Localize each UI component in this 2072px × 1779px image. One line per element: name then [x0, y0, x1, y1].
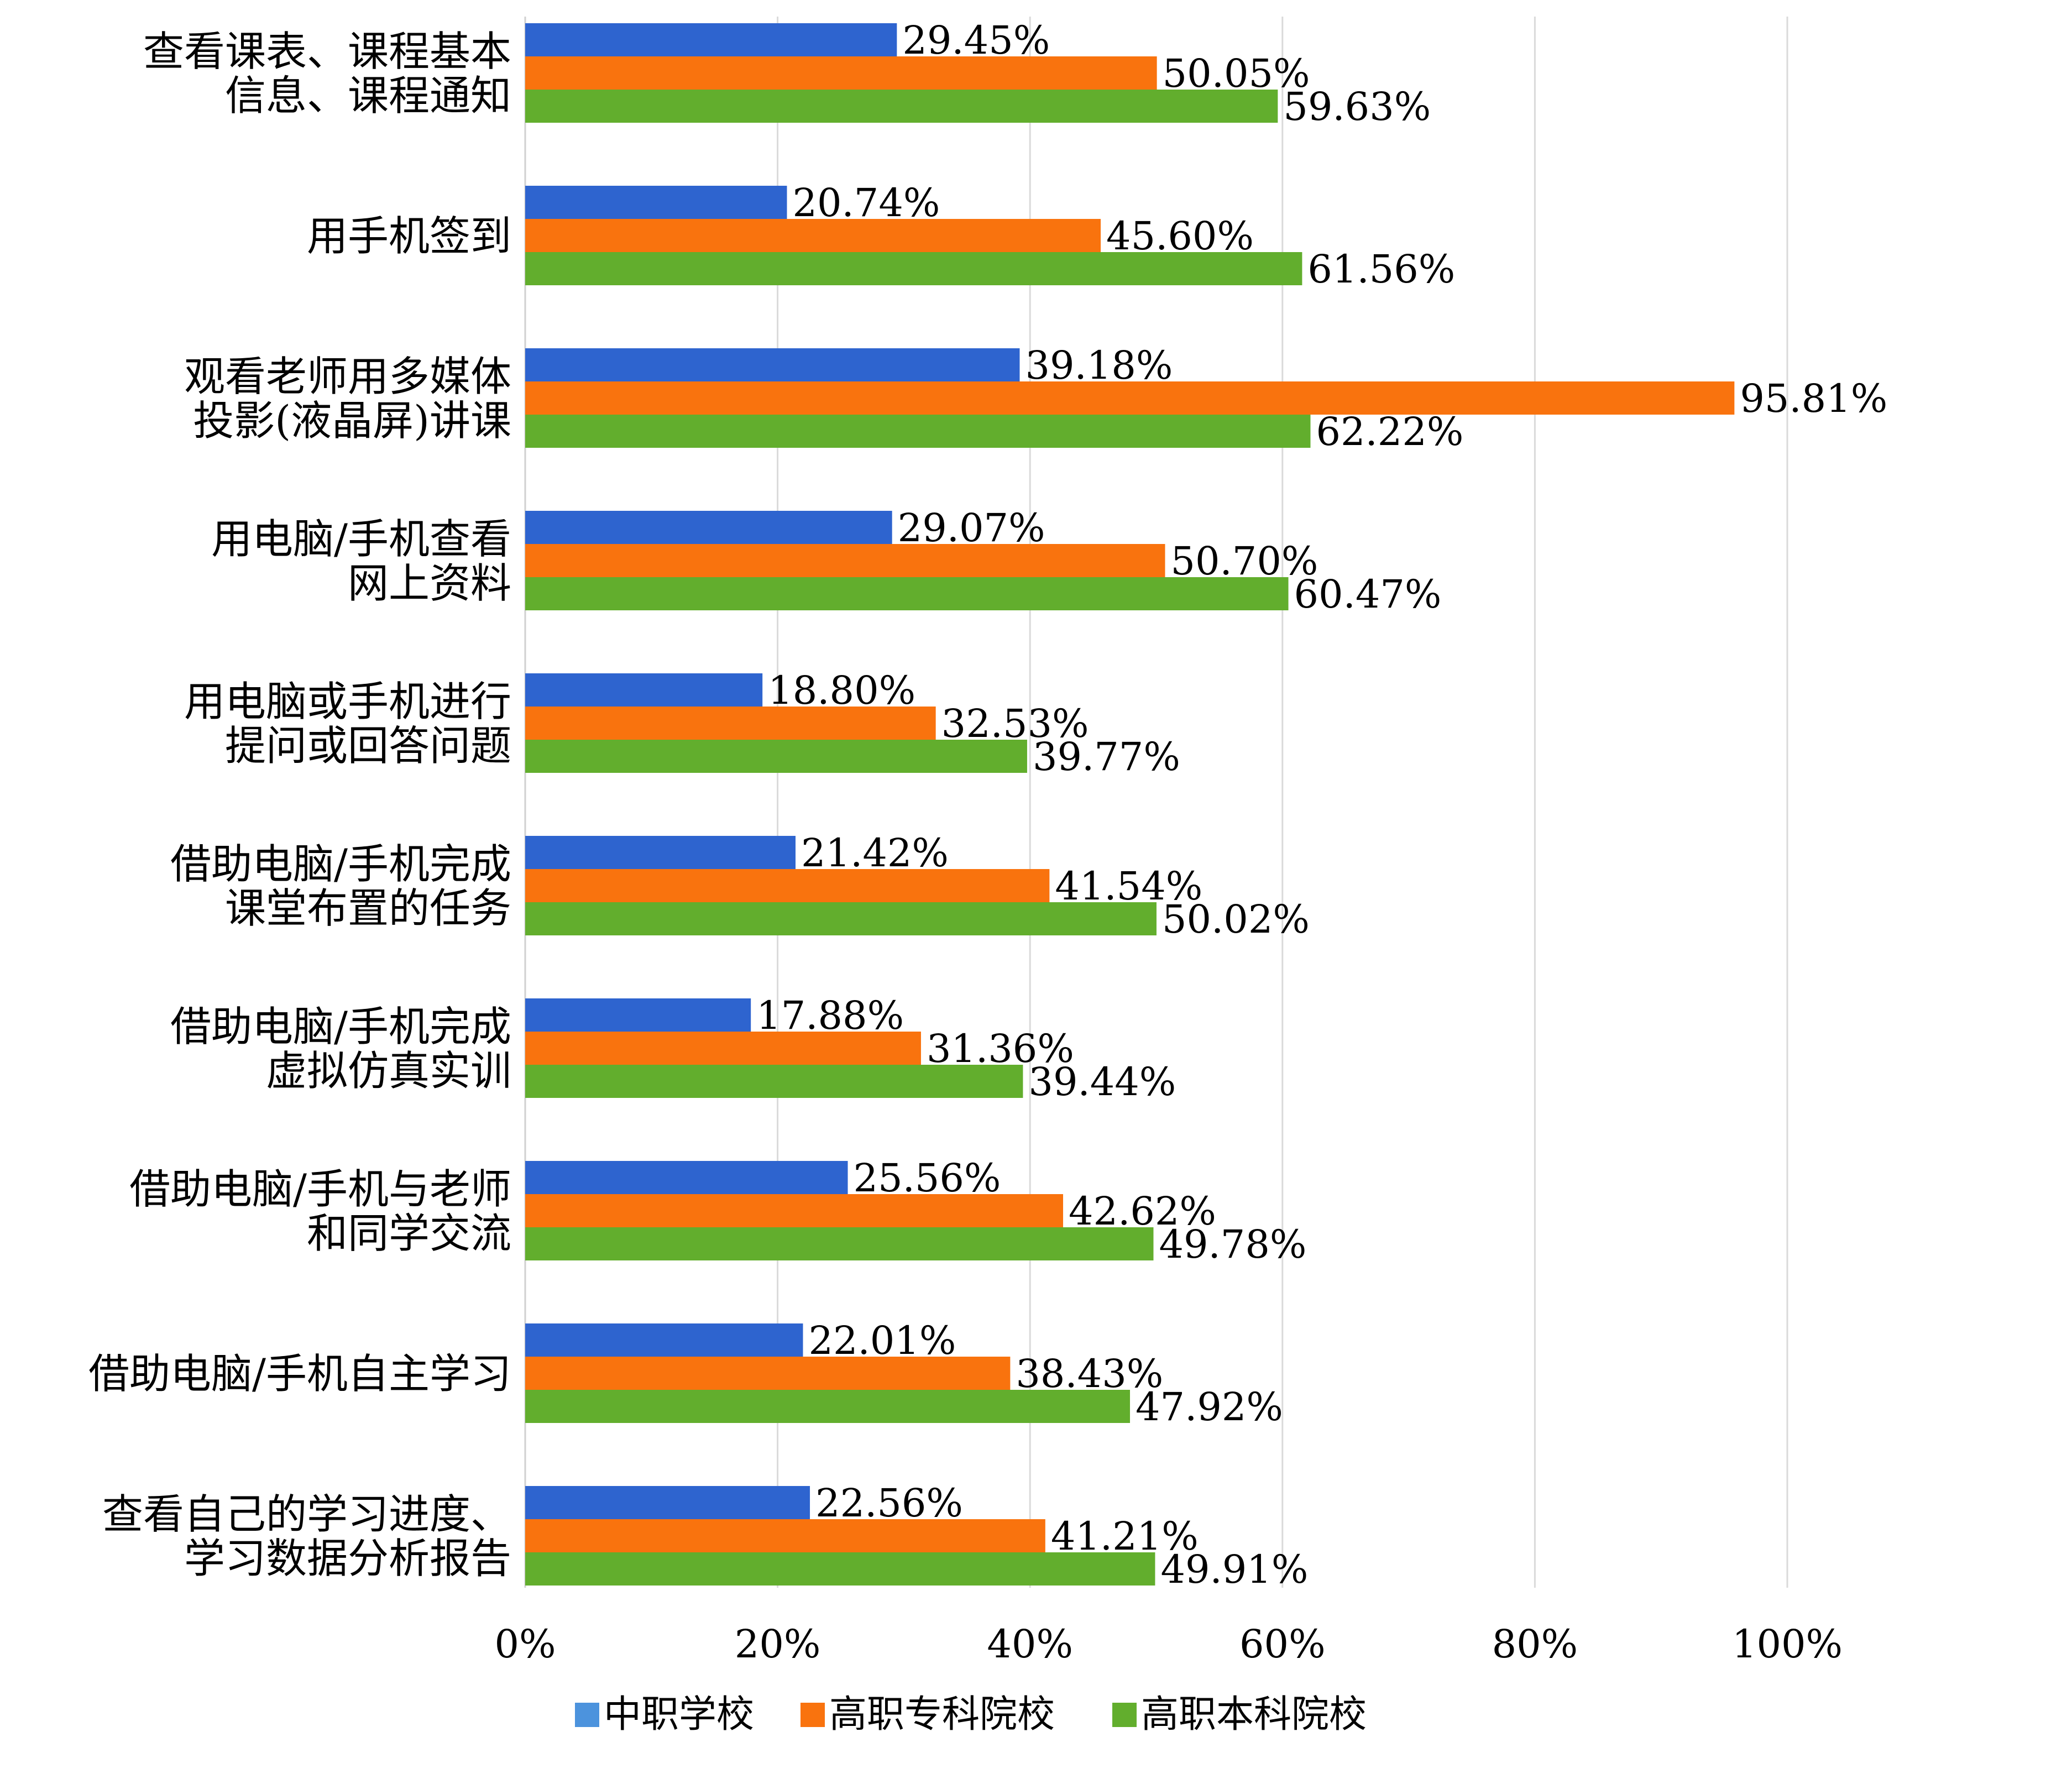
data-labels: 29.45% 50.05%59.63% 20.74% 45.60% 61.56% 39.1… — [756, 18, 1887, 1592]
data-label: 22.56% — [815, 1480, 963, 1526]
bar-zhongzhi — [525, 1161, 848, 1194]
data-label: 38.43% — [1016, 1351, 1163, 1396]
x-tick-label: 20% — [735, 1621, 821, 1667]
bar-gaozhi-zhuanke — [525, 707, 936, 740]
data-label: 50.05% — [1163, 51, 1310, 96]
bar-zhongzhi — [525, 1486, 810, 1519]
bar-zhongzhi — [525, 186, 787, 219]
data-label: 20.74% — [792, 180, 940, 226]
data-label: 39.77% — [1033, 734, 1180, 779]
data-label: 41.21% — [1051, 1514, 1199, 1559]
bar-gaozhi-zhuanke — [525, 1194, 1064, 1227]
category-label: 借助电脑/手机完成 — [170, 841, 511, 888]
x-tick-label: 0% — [494, 1621, 556, 1667]
category-label: 借助电脑/手机与老师 — [129, 1166, 511, 1213]
data-label: 45.60% — [1106, 213, 1254, 259]
x-axis: 0% 20% 40% 60% 80% 100% — [494, 1621, 1843, 1667]
data-label: 59.63% — [1283, 84, 1431, 129]
category-label: 用电脑/手机查看 — [211, 516, 511, 563]
data-label: 50.02% — [1162, 897, 1310, 942]
category-label: 提问或回答问题 — [225, 723, 511, 770]
category-label: 学习数据分析报告 — [184, 1535, 511, 1583]
data-label: 25.56% — [854, 1155, 1001, 1201]
data-label: 50.70% — [1170, 538, 1318, 584]
data-label: 22.01% — [808, 1318, 956, 1363]
category-label: 和同学交流 — [307, 1210, 511, 1258]
bar-gaozhi-zhuanke — [525, 56, 1157, 90]
bars — [525, 23, 1735, 1586]
bar-gaozhi-zhuanke — [525, 544, 1165, 577]
category-label: 课堂布置的任务 — [225, 885, 511, 933]
bar-gaozhi-zhuanke — [525, 381, 1735, 415]
legend: 中职学校 高职专科院校 高职本科院校 — [575, 1693, 1367, 1736]
data-label: 47.92% — [1136, 1384, 1283, 1430]
legend-swatch-zhongzhi — [575, 1703, 599, 1727]
category-label: 查看课表、课程基本 — [143, 28, 511, 76]
bar-gaozhi-benke — [525, 1552, 1155, 1586]
bar-zhongzhi — [525, 673, 763, 707]
bar-zhongzhi — [525, 1323, 803, 1357]
category-label: 查看自己的学习进度、 — [102, 1491, 511, 1539]
bar-gaozhi-zhuanke — [525, 1357, 1011, 1390]
data-label: 95.81% — [1740, 376, 1887, 421]
legend-label-gaozhi-zhuanke: 高职专科院校 — [829, 1693, 1055, 1736]
data-label: 49.78% — [1159, 1222, 1306, 1267]
bar-gaozhi-zhuanke — [525, 1519, 1045, 1552]
data-label: 62.22% — [1316, 409, 1463, 454]
category-label: 借助电脑/手机完成 — [170, 1003, 511, 1051]
data-label: 39.18% — [1025, 343, 1173, 388]
bar-gaozhi-benke — [525, 1390, 1131, 1423]
data-label: 41.54% — [1055, 864, 1202, 909]
bar-gaozhi-zhuanke — [525, 219, 1101, 252]
category-label: 网上资料 — [348, 560, 511, 608]
data-label: 39.44% — [1028, 1059, 1176, 1105]
category-label: 观看老师用多媒体 — [184, 353, 511, 401]
bar-zhongzhi — [525, 511, 892, 544]
bar-gaozhi-benke — [525, 252, 1302, 285]
bar-gaozhi-benke — [525, 1065, 1023, 1098]
bar-gaozhi-zhuanke — [525, 869, 1050, 902]
data-label: 21.42% — [801, 830, 949, 876]
legend-swatch-gaozhi-benke — [1112, 1703, 1137, 1727]
bar-gaozhi-benke — [525, 1227, 1154, 1260]
bar-gaozhi-zhuanke — [525, 1032, 921, 1065]
bar-gaozhi-benke — [525, 90, 1278, 123]
category-label: 用手机签到 — [307, 213, 511, 260]
x-tick-label: 60% — [1239, 1621, 1326, 1667]
legend-label-zhongzhi: 中职学校 — [604, 1693, 754, 1736]
category-labels: 查看课表、课程基本信息、课程通知用手机签到观看老师用多媒体投影(液晶屏)讲课用电… — [88, 28, 511, 1583]
data-label: 18.80% — [768, 668, 915, 713]
bar-gaozhi-benke — [525, 577, 1289, 610]
data-label: 17.88% — [756, 993, 904, 1038]
category-label: 投影(液晶屏)讲课 — [193, 397, 511, 445]
bar-zhongzhi — [525, 998, 751, 1032]
data-label: 42.62% — [1069, 1189, 1216, 1234]
category-label: 借助电脑/手机自主学习 — [88, 1351, 511, 1398]
bar-gaozhi-benke — [525, 740, 1027, 773]
x-tick-label: 80% — [1492, 1621, 1578, 1667]
data-label: 29.45% — [902, 18, 1050, 63]
category-label: 虚拟仿真实训 — [266, 1048, 511, 1095]
bar-gaozhi-benke — [525, 902, 1157, 935]
legend-swatch-gaozhi-zhuanke — [800, 1703, 825, 1727]
data-label: 29.07% — [898, 505, 1045, 551]
bar-zhongzhi — [525, 836, 796, 869]
data-label: 32.53% — [941, 701, 1089, 746]
data-label: 61.56% — [1307, 247, 1455, 292]
legend-label-gaozhi-benke: 高职本科院校 — [1141, 1693, 1367, 1736]
data-label: 31.36% — [927, 1026, 1074, 1071]
bar-gaozhi-benke — [525, 415, 1311, 448]
data-label: 60.47% — [1294, 572, 1442, 617]
x-tick-label: 100% — [1732, 1621, 1843, 1667]
category-label: 用电脑或手机进行 — [184, 678, 511, 726]
category-label: 信息、课程通知 — [225, 72, 511, 120]
bar-zhongzhi — [525, 348, 1020, 381]
bar-zhongzhi — [525, 23, 897, 56]
data-label: 49.91% — [1160, 1547, 1308, 1592]
x-tick-label: 40% — [987, 1621, 1073, 1667]
